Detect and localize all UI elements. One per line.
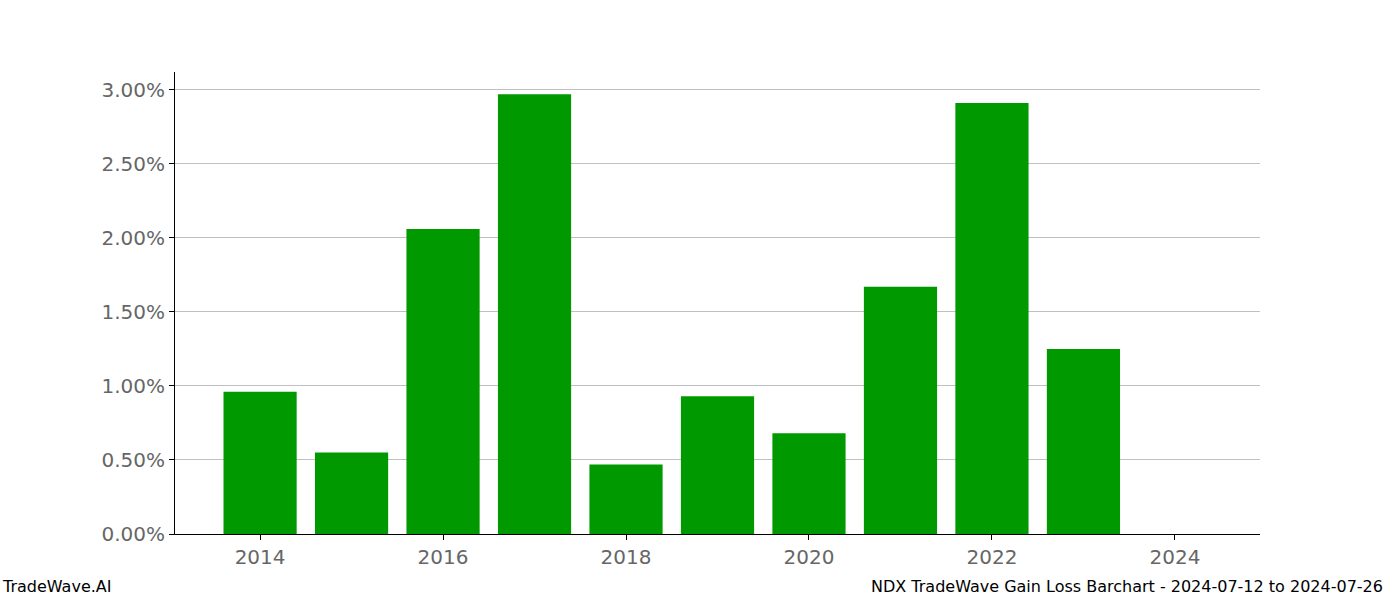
svg-text:2022: 2022 <box>966 545 1017 569</box>
svg-text:1.50%: 1.50% <box>101 300 165 324</box>
svg-text:1.00%: 1.00% <box>101 374 165 398</box>
svg-text:2.00%: 2.00% <box>101 226 165 250</box>
svg-text:3.00%: 3.00% <box>101 78 165 102</box>
svg-text:2016: 2016 <box>418 545 469 569</box>
svg-text:NDX TradeWave Gain Loss Barcha: NDX TradeWave Gain Loss Barchart - 2024-… <box>871 577 1383 596</box>
svg-text:0.50%: 0.50% <box>101 448 165 472</box>
svg-text:2020: 2020 <box>784 545 835 569</box>
svg-text:0.00%: 0.00% <box>101 522 165 546</box>
svg-text:2024: 2024 <box>1149 545 1200 569</box>
svg-text:2018: 2018 <box>601 545 652 569</box>
svg-text:2.50%: 2.50% <box>101 152 165 176</box>
svg-text:TradeWave.AI: TradeWave.AI <box>2 577 111 596</box>
svg-text:2014: 2014 <box>235 545 286 569</box>
